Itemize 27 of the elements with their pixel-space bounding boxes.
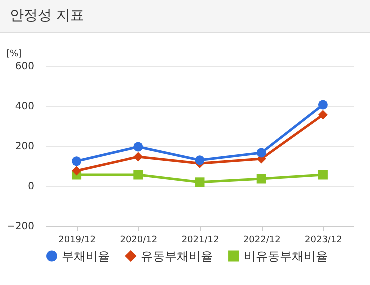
point (134, 170, 144, 180)
x-tick-label: 2019/12 (58, 236, 96, 246)
x-tick-label: 2021/12 (182, 236, 220, 246)
point (318, 100, 328, 110)
x-tick-label: 2023/12 (305, 236, 342, 246)
point (256, 148, 266, 158)
y-axis-title: [%] (6, 50, 22, 60)
point (195, 178, 205, 188)
x-tick-label: 2020/12 (120, 236, 158, 246)
point (318, 170, 328, 180)
y-tick-label: −200 (7, 222, 34, 232)
y-tick-label: 400 (15, 102, 34, 112)
chart-title: 안정성 지표 (0, 0, 370, 33)
point (134, 152, 144, 162)
x-tick-label: 2022/12 (243, 236, 281, 246)
y-tick-label: 0 (28, 182, 34, 192)
legend-label: 부채비율 (62, 249, 110, 264)
point (134, 142, 144, 152)
legend-label: 비유동부채비율 (244, 249, 328, 264)
y-tick-label: 200 (15, 142, 34, 152)
legend-label: 유동부채비율 (141, 249, 213, 264)
point (195, 156, 205, 166)
point (256, 174, 266, 184)
point (318, 110, 328, 120)
point (72, 156, 82, 166)
point (72, 166, 82, 176)
y-tick-label: 600 (15, 62, 34, 72)
